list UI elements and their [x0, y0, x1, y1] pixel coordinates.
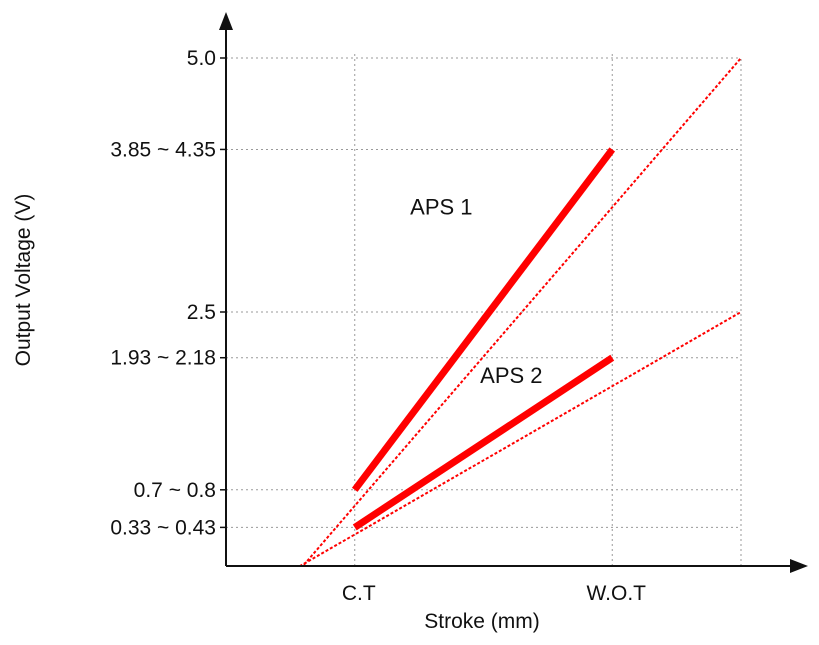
x-tick-label: W.O.T [587, 582, 647, 605]
axes [219, 12, 808, 573]
series-lines [298, 57, 742, 566]
series-labels: APS 1 APS 2 [410, 195, 542, 388]
y-tick-label: 5.0 [187, 47, 216, 70]
x-tick-label: C.T [342, 582, 376, 605]
series-extension-line [298, 311, 742, 566]
y-tick-label: 2.5 [187, 301, 216, 324]
series-operating-line [352, 354, 615, 531]
y-tick-label: 0.33 ~ 0.43 [110, 516, 216, 539]
x-axis-arrow [790, 559, 808, 573]
y-tick-label: 0.7 ~ 0.8 [134, 479, 216, 502]
y-axis-title: Output Voltage (V) [12, 194, 35, 367]
y-tick-label: 1.93 ~ 2.18 [110, 347, 216, 370]
y-axis-arrow [219, 12, 233, 30]
series-label: APS 2 [480, 363, 542, 388]
x-axis-title: Stroke (mm) [424, 610, 540, 633]
grid-lines [226, 52, 742, 566]
series-label: APS 1 [410, 195, 472, 220]
series-operating-line [351, 147, 616, 492]
y-tick-label: 3.85 ~ 4.35 [110, 138, 216, 161]
series-extension-line [301, 57, 742, 566]
tick-labels: 0.33 ~ 0.43 0.7 ~ 0.8 1.93 ~ 2.18 2.5 3.85 ~… [110, 47, 646, 605]
